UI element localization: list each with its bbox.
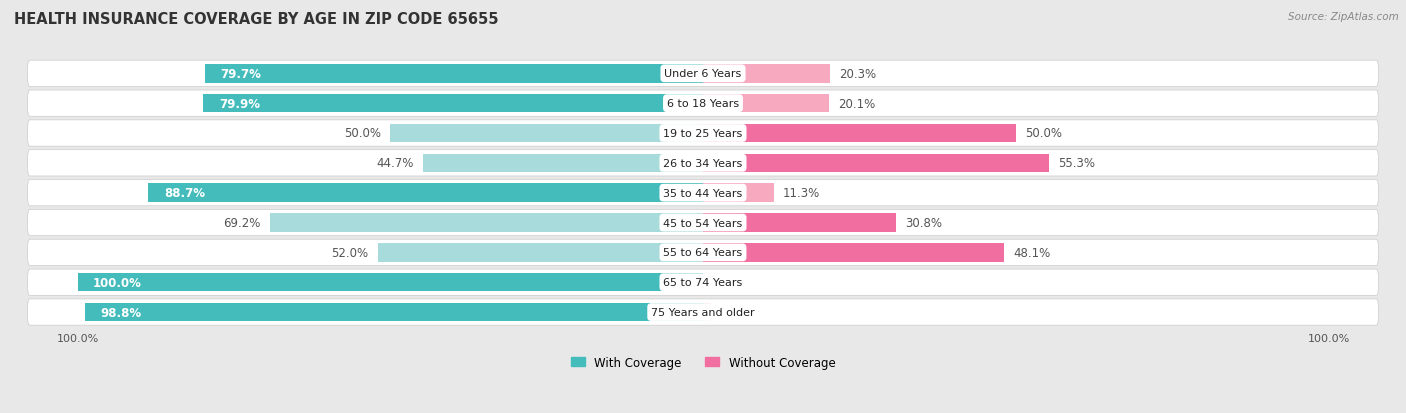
FancyBboxPatch shape: [28, 210, 1378, 236]
Text: 65 to 74 Years: 65 to 74 Years: [664, 278, 742, 287]
FancyBboxPatch shape: [28, 180, 1378, 206]
Text: 48.1%: 48.1%: [1014, 246, 1050, 259]
Text: 11.3%: 11.3%: [783, 187, 820, 200]
Text: 100.0%: 100.0%: [93, 276, 142, 289]
Bar: [148, 184, 703, 202]
FancyBboxPatch shape: [28, 240, 1378, 266]
Bar: [703, 303, 710, 322]
Bar: [703, 95, 828, 113]
Bar: [378, 244, 703, 262]
Text: 55.3%: 55.3%: [1059, 157, 1095, 170]
Bar: [270, 214, 703, 232]
Text: 75 Years and older: 75 Years and older: [651, 307, 755, 317]
FancyBboxPatch shape: [28, 121, 1378, 147]
Bar: [391, 124, 703, 143]
Text: 35 to 44 Years: 35 to 44 Years: [664, 188, 742, 198]
Text: 79.9%: 79.9%: [219, 97, 260, 110]
Bar: [703, 244, 1004, 262]
FancyBboxPatch shape: [28, 150, 1378, 176]
Legend: With Coverage, Without Coverage: With Coverage, Without Coverage: [565, 351, 841, 374]
Text: 50.0%: 50.0%: [1025, 127, 1062, 140]
Text: 55 to 64 Years: 55 to 64 Years: [664, 248, 742, 258]
Text: Under 6 Years: Under 6 Years: [665, 69, 741, 79]
Text: 6 to 18 Years: 6 to 18 Years: [666, 99, 740, 109]
Bar: [703, 184, 773, 202]
Text: 20.3%: 20.3%: [839, 68, 876, 81]
Text: 79.7%: 79.7%: [221, 68, 262, 81]
Bar: [84, 303, 703, 322]
Text: 19 to 25 Years: 19 to 25 Years: [664, 129, 742, 139]
Text: 44.7%: 44.7%: [377, 157, 413, 170]
Text: 26 to 34 Years: 26 to 34 Years: [664, 159, 742, 169]
FancyBboxPatch shape: [28, 299, 1378, 325]
Text: 20.1%: 20.1%: [838, 97, 876, 110]
Text: 88.7%: 88.7%: [165, 187, 205, 200]
Bar: [204, 65, 703, 83]
Text: 52.0%: 52.0%: [332, 246, 368, 259]
Bar: [703, 214, 896, 232]
Bar: [423, 154, 703, 173]
Bar: [77, 273, 703, 292]
Bar: [703, 154, 1049, 173]
FancyBboxPatch shape: [28, 269, 1378, 296]
Text: Source: ZipAtlas.com: Source: ZipAtlas.com: [1288, 12, 1399, 22]
Bar: [703, 65, 830, 83]
Bar: [204, 95, 703, 113]
Text: HEALTH INSURANCE COVERAGE BY AGE IN ZIP CODE 65655: HEALTH INSURANCE COVERAGE BY AGE IN ZIP …: [14, 12, 499, 27]
FancyBboxPatch shape: [28, 61, 1378, 87]
Text: 30.8%: 30.8%: [905, 216, 942, 230]
Text: 50.0%: 50.0%: [344, 127, 381, 140]
FancyBboxPatch shape: [28, 91, 1378, 117]
Text: 69.2%: 69.2%: [224, 216, 260, 230]
Text: 98.8%: 98.8%: [101, 306, 142, 319]
Bar: [703, 124, 1015, 143]
Text: 1.2%: 1.2%: [720, 306, 749, 319]
Text: 45 to 54 Years: 45 to 54 Years: [664, 218, 742, 228]
